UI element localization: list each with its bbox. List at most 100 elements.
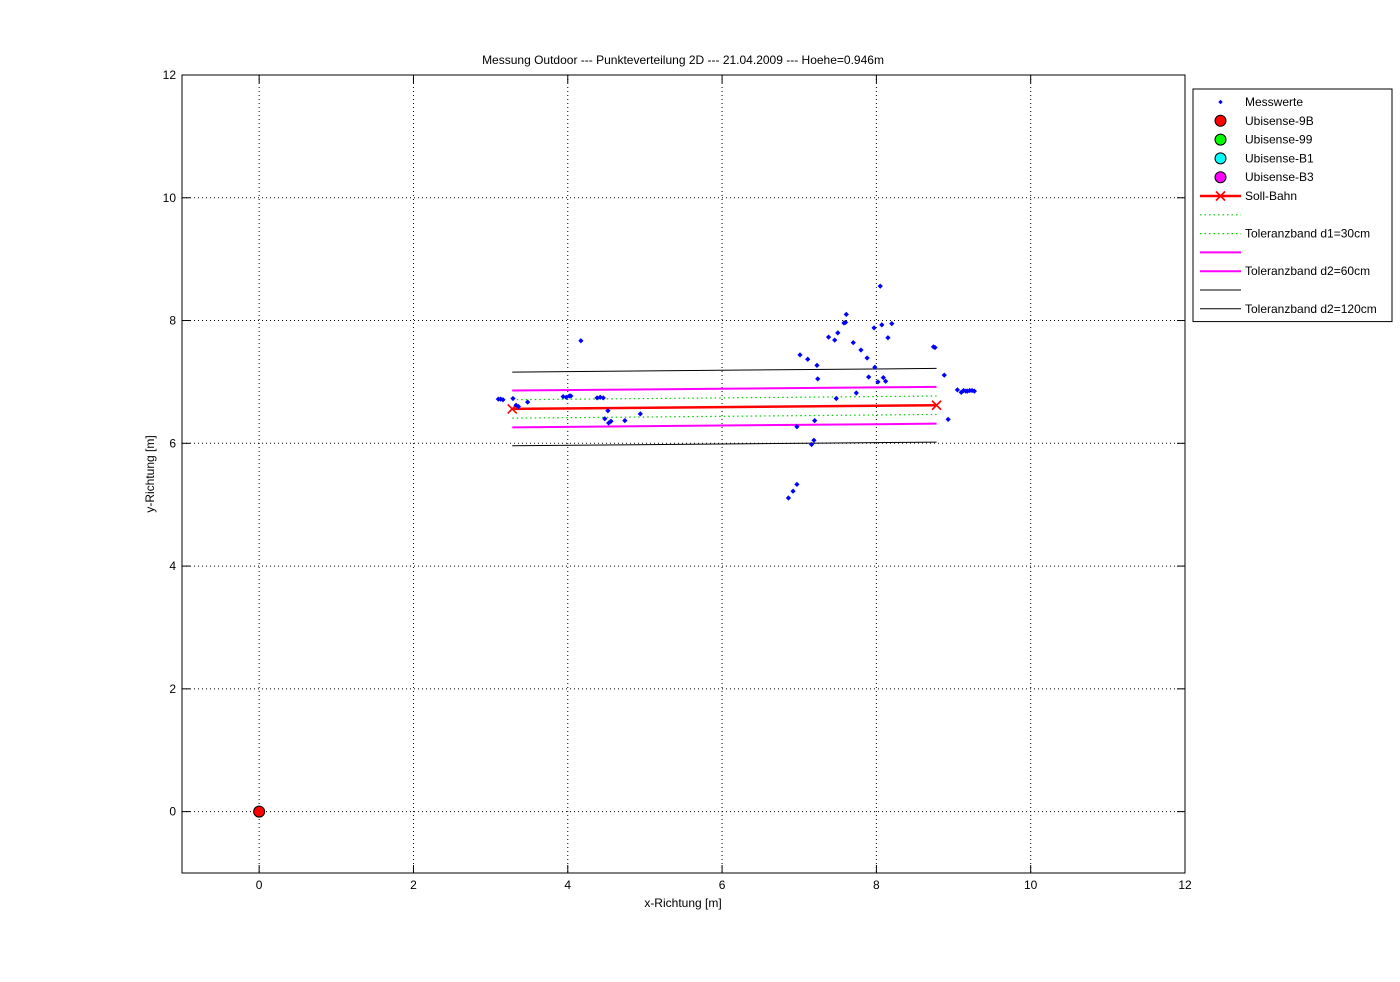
messwert-point — [825, 334, 832, 340]
x-tick-label: 8 — [873, 878, 880, 892]
x-tick-label: 0 — [256, 878, 263, 892]
messwert-point — [880, 375, 886, 381]
messwert-point — [843, 311, 849, 318]
legend-item-ubisense_99: Ubisense-99 — [1214, 133, 1313, 147]
station-markers — [253, 805, 266, 818]
legend-item-ubisense_9b: Ubisense-9B — [1214, 114, 1314, 128]
tolerance-line-tol_d2_60 — [512, 385, 937, 392]
legend-box — [1192, 88, 1393, 323]
legend-symbol — [1214, 114, 1227, 127]
messwert-point — [835, 330, 841, 336]
legend-label: Toleranzband d1=30cm — [1245, 227, 1370, 241]
y-tick-label: 0 — [169, 805, 176, 819]
messwert-point — [568, 393, 574, 399]
soll-bahn-line — [507, 400, 942, 414]
messwerte-points — [495, 283, 977, 501]
messwert-point — [875, 379, 881, 385]
legend-label: Ubisense-B1 — [1245, 151, 1314, 165]
soll-marker-stroke — [931, 400, 942, 411]
messwert-point — [622, 417, 628, 424]
legend-label: Toleranzband d2=120cm — [1245, 302, 1377, 316]
messwert-point — [871, 325, 877, 331]
messwert-point — [785, 495, 792, 501]
messwert-point — [794, 481, 800, 488]
legend: Messwerte Ubisense-9B Ubisense-99 Ubisense-… — [1192, 88, 1393, 323]
messwert-point — [808, 441, 815, 448]
messwert-point — [797, 352, 803, 358]
legend-label: Ubisense-99 — [1245, 133, 1313, 147]
legend-item-tol_d2_60: Toleranzband d2=60cm — [1200, 264, 1370, 278]
messwert-point — [853, 390, 859, 396]
legend-symbol — [1214, 133, 1227, 146]
y-axis-label: y-Richtung [m] — [143, 435, 157, 512]
y-tick-label: 4 — [169, 559, 176, 573]
messwert-point — [815, 376, 821, 382]
messwert-point — [600, 395, 606, 401]
messwert-point — [805, 356, 811, 362]
messwert-point — [850, 340, 856, 346]
legend-item-ubisense_b3: Ubisense-B3 — [1214, 170, 1314, 184]
messwert-point — [866, 374, 872, 380]
tolerance-line-tol_d2_120 — [512, 367, 937, 373]
y-axis-ticks: 0 2 4 6 8 10 12 — [163, 68, 1185, 819]
messwert-point — [858, 347, 864, 353]
tolerance-line-tol_d1 — [512, 413, 937, 419]
x-axis-ticks: 0 2 4 6 8 10 12 — [256, 75, 1192, 892]
messwert-point — [500, 397, 506, 403]
chart-title: Messung Outdoor --- Punkteverteilung 2D … — [482, 53, 884, 67]
messwert-point — [954, 387, 961, 393]
y-tick-label: 12 — [163, 68, 177, 82]
legend-item-soll_bahn: Soll-Bahn — [1200, 189, 1297, 203]
soll-bahn-segment — [512, 403, 937, 411]
messwert-point — [812, 417, 818, 424]
x-tick-label: 10 — [1024, 878, 1038, 892]
legend-item-tol_d2_120: Toleranzband d2=120cm — [1200, 302, 1377, 316]
y-tick-label: 10 — [163, 191, 177, 205]
messwert-point — [515, 403, 522, 410]
x-tick-label: 12 — [1178, 878, 1192, 892]
messwert-point — [637, 411, 643, 417]
messwert-point — [877, 283, 883, 289]
messwert-point — [889, 320, 895, 327]
y-tick-label: 6 — [169, 436, 176, 450]
legend-label: Messwerte — [1245, 95, 1303, 109]
legend-label: Ubisense-B3 — [1245, 170, 1314, 184]
y-tick-label: 2 — [169, 682, 176, 696]
messwert-point — [842, 319, 849, 326]
messwert-point — [945, 416, 951, 422]
legend-symbol — [1218, 99, 1223, 105]
grid-lines — [182, 75, 1185, 873]
messwert-point — [602, 416, 608, 422]
messwert-point — [872, 364, 878, 370]
messwert-point — [883, 378, 889, 384]
legend-label: Soll-Bahn — [1245, 189, 1297, 203]
legend-label: Toleranzband d2=60cm — [1245, 264, 1370, 278]
messwert-point — [864, 355, 870, 361]
messwert-point — [879, 322, 885, 328]
legend-symbol — [1214, 152, 1227, 165]
messwert-point — [932, 344, 938, 351]
messwert-point — [578, 338, 584, 344]
legend-symbol — [1215, 190, 1226, 202]
legend-symbol — [1214, 171, 1227, 184]
x-tick-label: 4 — [564, 878, 571, 892]
x-axis-label: x-Richtung [m] — [644, 896, 721, 910]
station-ubisense_9b — [253, 805, 266, 818]
tolerance-bands — [512, 367, 937, 447]
messwert-point — [941, 372, 947, 378]
x-tick-label: 2 — [410, 878, 417, 892]
messwert-point — [832, 337, 838, 343]
messwert-point — [971, 388, 977, 394]
tolerance-line-tol_d2_60 — [512, 422, 937, 429]
messwert-point — [811, 437, 817, 443]
messwert-point — [525, 399, 531, 405]
plot-frame — [181, 74, 1186, 874]
messwert-point — [608, 418, 614, 424]
y-tick-label: 8 — [169, 314, 176, 328]
tolerance-line-tol_d2_120 — [512, 441, 937, 447]
legend-label: Ubisense-9B — [1245, 114, 1314, 128]
tolerance-line-tol_d1 — [512, 395, 937, 401]
plot-area — [182, 75, 1185, 873]
legend-item-tol_d1: Toleranzband d1=30cm — [1200, 227, 1370, 241]
